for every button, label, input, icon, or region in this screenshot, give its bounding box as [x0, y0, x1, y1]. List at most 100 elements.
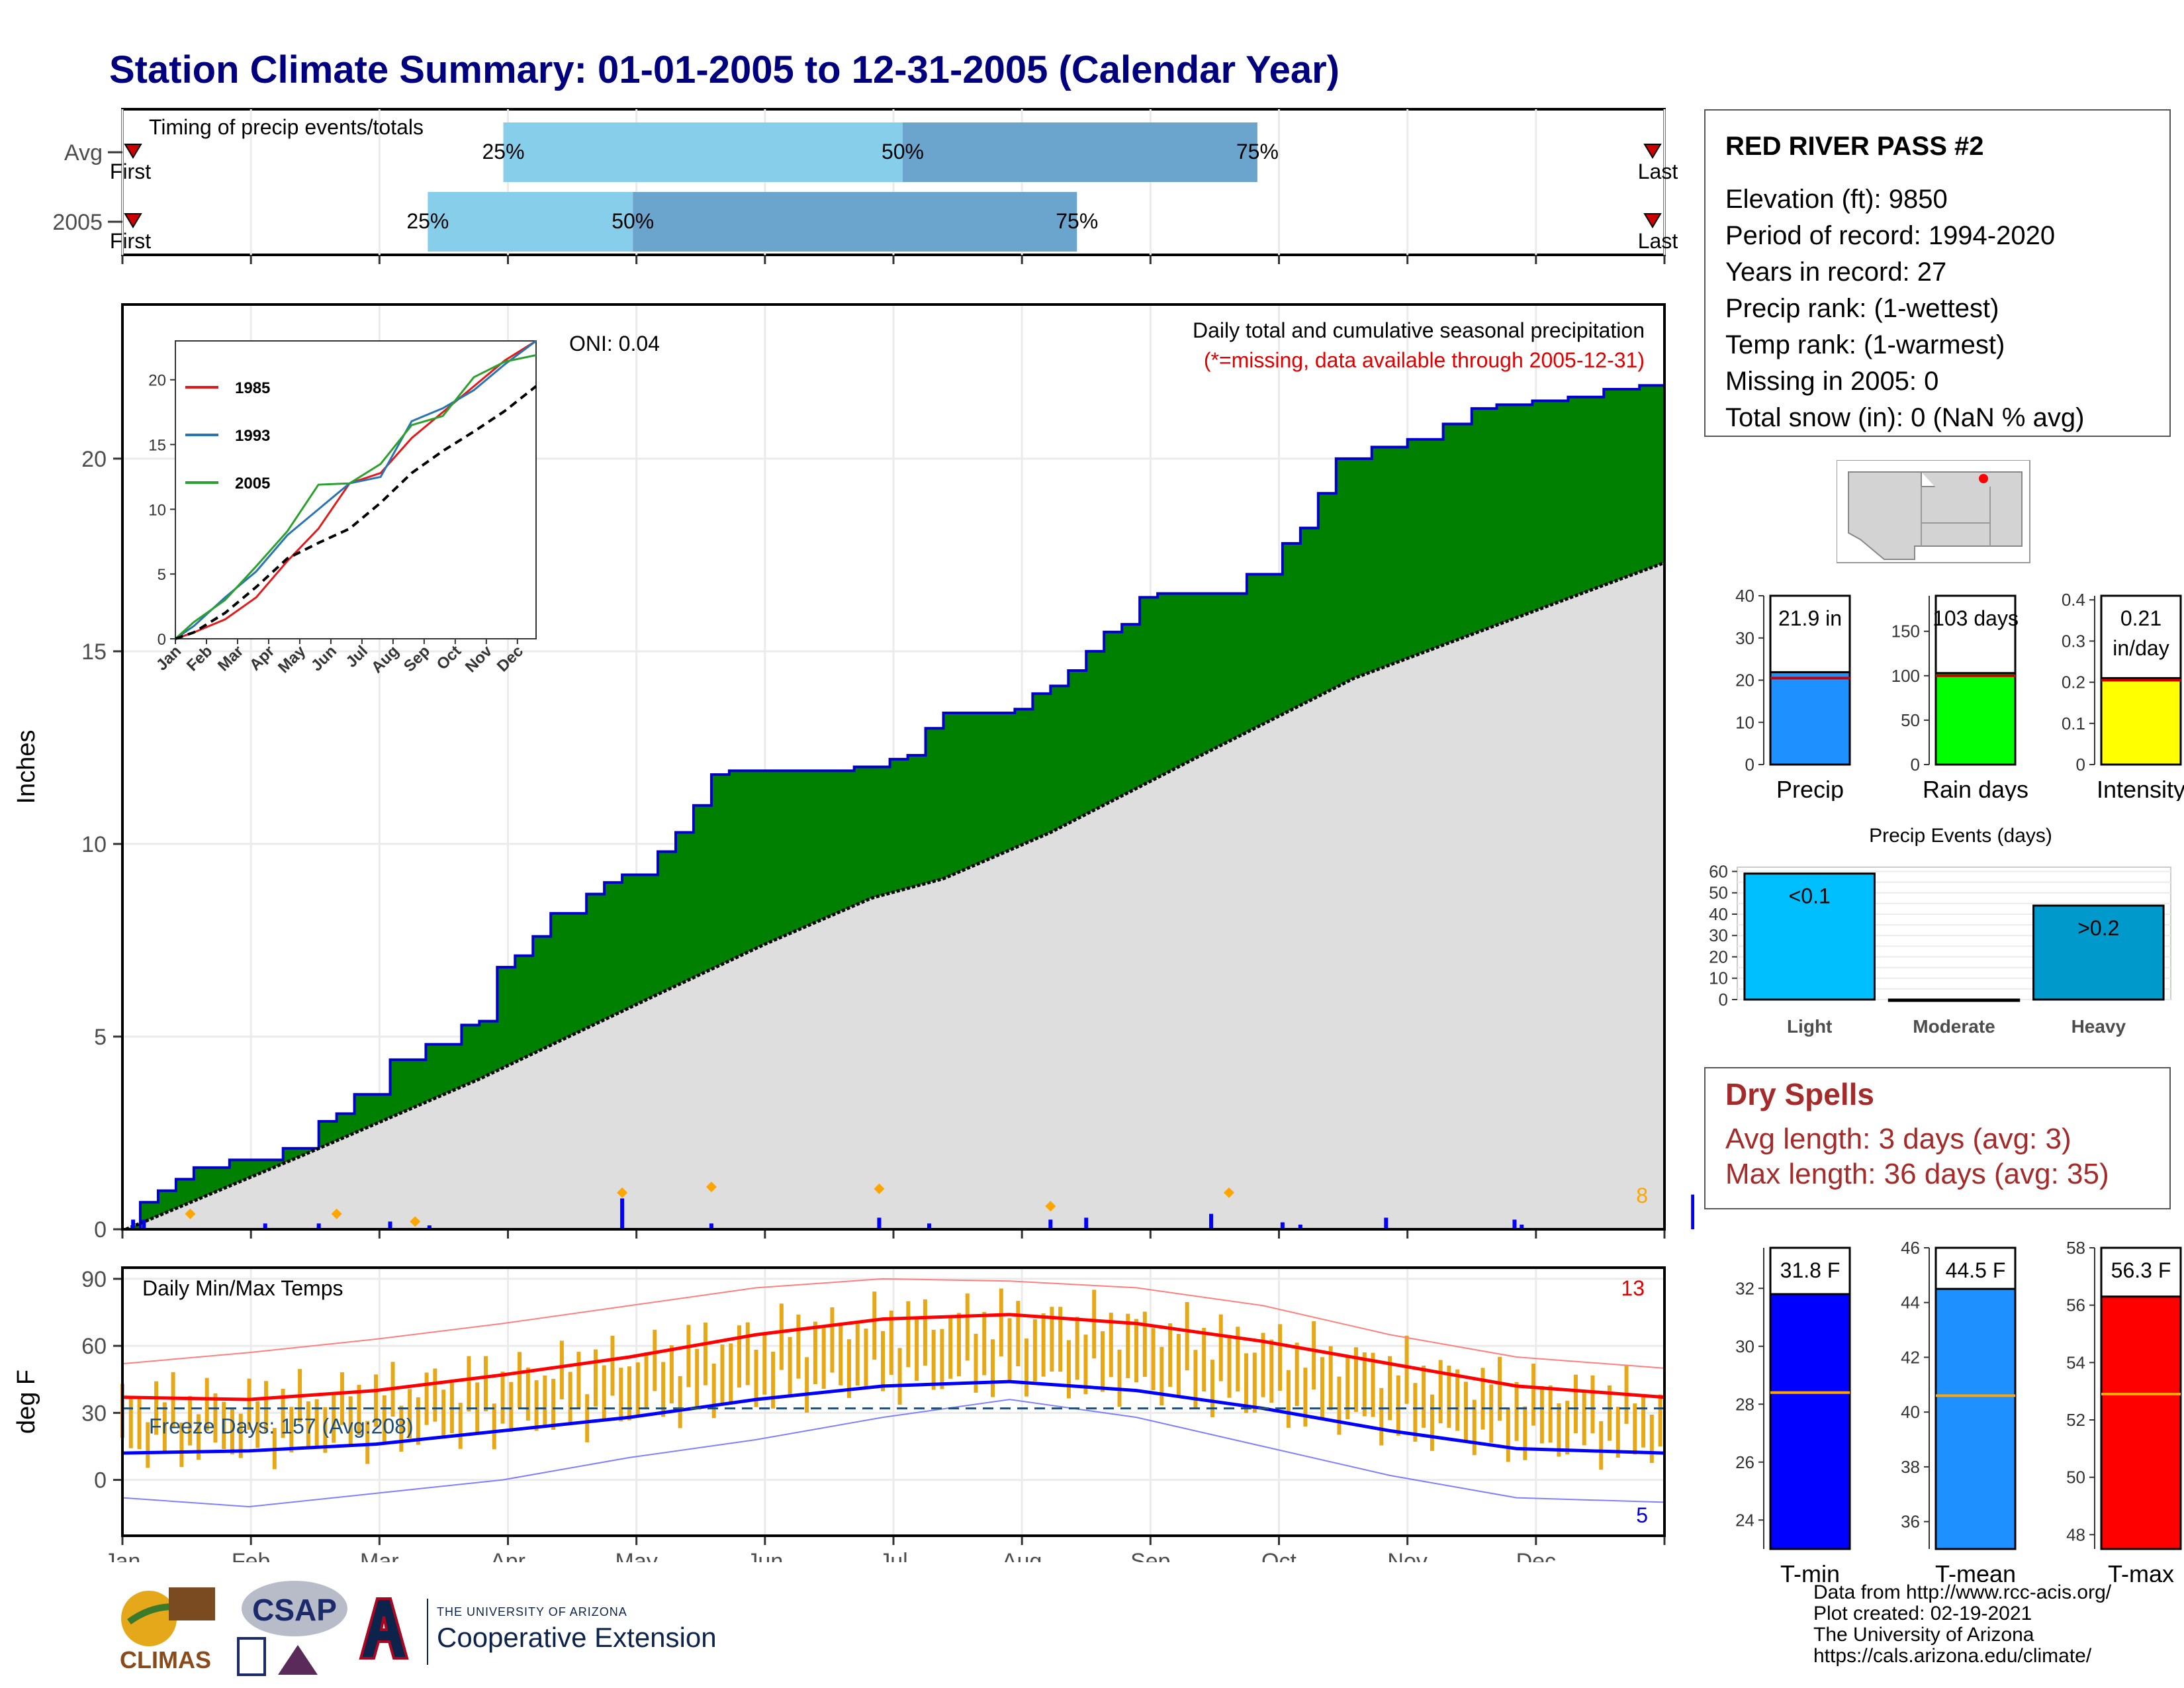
- station-precip-rank: Precip rank: (1-wettest): [1725, 294, 1999, 323]
- temps-y-tick-label: 46: [1901, 1238, 1920, 1258]
- events-y-tick-label: 40: [1709, 904, 1728, 924]
- daily-precip-bar: [1280, 1222, 1285, 1229]
- daily-temp-range-bar: [1269, 1339, 1274, 1403]
- cumulative-2005-line: [126, 384, 1664, 1231]
- month-tick-label: Aug: [1002, 1549, 1042, 1562]
- daily-temp-range-bar: [196, 1414, 201, 1460]
- daily-temp-range-bar: [1328, 1346, 1333, 1411]
- daily-temp-range-bar: [1295, 1342, 1299, 1407]
- totals-value-label: 0.21: [2120, 606, 2161, 630]
- timing-row-label: 2005: [52, 210, 103, 235]
- inset-legend-label: 2005: [235, 475, 270, 492]
- daily-temp-range-bar: [1354, 1347, 1358, 1412]
- timing-pct-label: 75%: [1236, 140, 1279, 164]
- daily-temp-range-bar: [1286, 1370, 1291, 1428]
- daily-temp-range-bar: [771, 1352, 776, 1409]
- daily-temp-range-bar: [1404, 1335, 1409, 1404]
- daily-temp-range-bar: [897, 1348, 902, 1405]
- daily-temp-range-bar: [1438, 1360, 1443, 1424]
- daily-temp-range-bar: [729, 1343, 733, 1402]
- totals-category-label: Rain days: [1923, 776, 2028, 801]
- daily-temp-range-bar: [585, 1394, 590, 1442]
- daily-temp-range-bar: [222, 1401, 226, 1450]
- daily-temp-range-bar: [931, 1329, 936, 1390]
- inset-y-tick-label: 5: [158, 566, 166, 584]
- heavy-day-count: 8: [1636, 1184, 1648, 1207]
- temps-value-label: 44.5 F: [1946, 1258, 2006, 1282]
- daily-temp-range-bar: [915, 1318, 919, 1381]
- heavy-precip-marker: [331, 1208, 342, 1219]
- daily-temp-range-bar: [602, 1365, 606, 1420]
- inset-series-line: [174, 354, 537, 640]
- daily-temp-range-bar: [1506, 1408, 1510, 1462]
- totals-y-tick-label: 0.2: [2062, 673, 2085, 692]
- month-tick-label: Dec: [1516, 1549, 1556, 1562]
- daily-temp-range-bar: [940, 1329, 944, 1389]
- temps-value-label: 56.3 F: [2111, 1258, 2171, 1282]
- daily-temp-range-bar: [408, 1389, 412, 1438]
- daily-temp-range-bar: [348, 1396, 353, 1444]
- daily-temp-range-bar: [653, 1329, 657, 1391]
- totals-y-tick-label: 100: [1891, 666, 1920, 686]
- temps-y-tick-label: 52: [2066, 1410, 2085, 1430]
- station-name: RED RIVER PASS #2: [1725, 132, 1984, 161]
- events-bar: [2032, 904, 2165, 1001]
- totals-bar: [1769, 671, 1851, 766]
- daily-temp-range-bar: [1218, 1314, 1223, 1382]
- csap-logo: CSAP: [232, 1575, 351, 1681]
- daily-temp-range-bar: [1455, 1369, 1460, 1431]
- daily-temp-range-bar: [1514, 1382, 1519, 1441]
- daily-temp-range-bar: [669, 1345, 674, 1404]
- daily-precip-bar: [1520, 1225, 1524, 1229]
- daily-temp-range-bar: [382, 1395, 387, 1444]
- daily-temp-range-bar: [1337, 1376, 1342, 1435]
- station-years: Years in record: 27: [1725, 258, 1947, 287]
- totals-y-tick-label: 50: [1901, 710, 1920, 730]
- daily-temp-range-bar: [1615, 1407, 1620, 1458]
- daily-temp-range-bar: [821, 1327, 826, 1389]
- precip-y-axis-label: Inches: [13, 730, 40, 804]
- daily-temp-range-bar: [374, 1374, 379, 1427]
- daily-precip-bar: [927, 1223, 931, 1229]
- daily-precip-bar: [131, 1219, 136, 1229]
- daily-temp-range-bar: [1303, 1368, 1308, 1427]
- daily-temp-range-bar: [1447, 1365, 1451, 1428]
- totals-y-tick-label: 0.3: [2062, 631, 2085, 651]
- events-y-tick-label: 60: [1709, 861, 1728, 881]
- daily-temp-range-bar: [1658, 1394, 1662, 1447]
- daily-temp-range-bar: [1252, 1352, 1257, 1413]
- daily-temp-range-bar: [1480, 1368, 1485, 1430]
- daily-temp-range-bar: [593, 1349, 598, 1407]
- station-period: Period of record: 1994-2020: [1725, 221, 2056, 250]
- temp-chart: 0 30 60 90 Jan Feb Mar Apr May Jun Jul Aug Sep Oct Nov…: [13, 1266, 1666, 1562]
- daily-temp-range-bar: [433, 1368, 437, 1422]
- daily-temp-range-bar: [1160, 1346, 1164, 1406]
- daily-precip-bar: [1384, 1217, 1388, 1229]
- temps-label-box: [1934, 1246, 2017, 1290]
- record-min-line: [122, 1399, 1665, 1508]
- daily-temp-range-bar: [146, 1422, 150, 1468]
- daily-temp-range-bar: [247, 1378, 251, 1430]
- events-y-tick-label: 0: [1719, 990, 1728, 1009]
- daily-temp-range-bar: [788, 1336, 792, 1397]
- timing-row-label: Avg: [64, 140, 103, 165]
- totals-y-tick-label: 0: [1911, 755, 1920, 774]
- totals-value-label: in/day: [2113, 636, 2169, 660]
- temps-y-tick-label: 32: [1735, 1278, 1754, 1298]
- daily-temp-range-bar: [314, 1399, 319, 1447]
- temps-y-tick-label: 54: [2066, 1352, 2085, 1372]
- daily-temp-range-bar: [1379, 1387, 1384, 1446]
- timing-label: Timing of precip events/totals: [149, 115, 424, 139]
- ua-divider: [427, 1599, 428, 1665]
- last-event-label: Last: [1638, 229, 1678, 253]
- daily-temp-range-bar: [1539, 1385, 1544, 1444]
- first-event-marker: [124, 144, 142, 159]
- daily-temp-range-bar: [1092, 1289, 1097, 1359]
- daily-temp-range-bar: [999, 1288, 1003, 1357]
- daily-precip-bar: [1298, 1225, 1302, 1229]
- daily-temp-range-bar: [238, 1413, 243, 1458]
- timing-bar-50-75: [633, 192, 1077, 252]
- temp-y-tick-label: 0: [94, 1468, 107, 1493]
- data-credit: Data from http://www.rcc-acis.org/ Plot …: [1813, 1581, 2112, 1667]
- totals-y-tick-label: 0: [1745, 755, 1754, 774]
